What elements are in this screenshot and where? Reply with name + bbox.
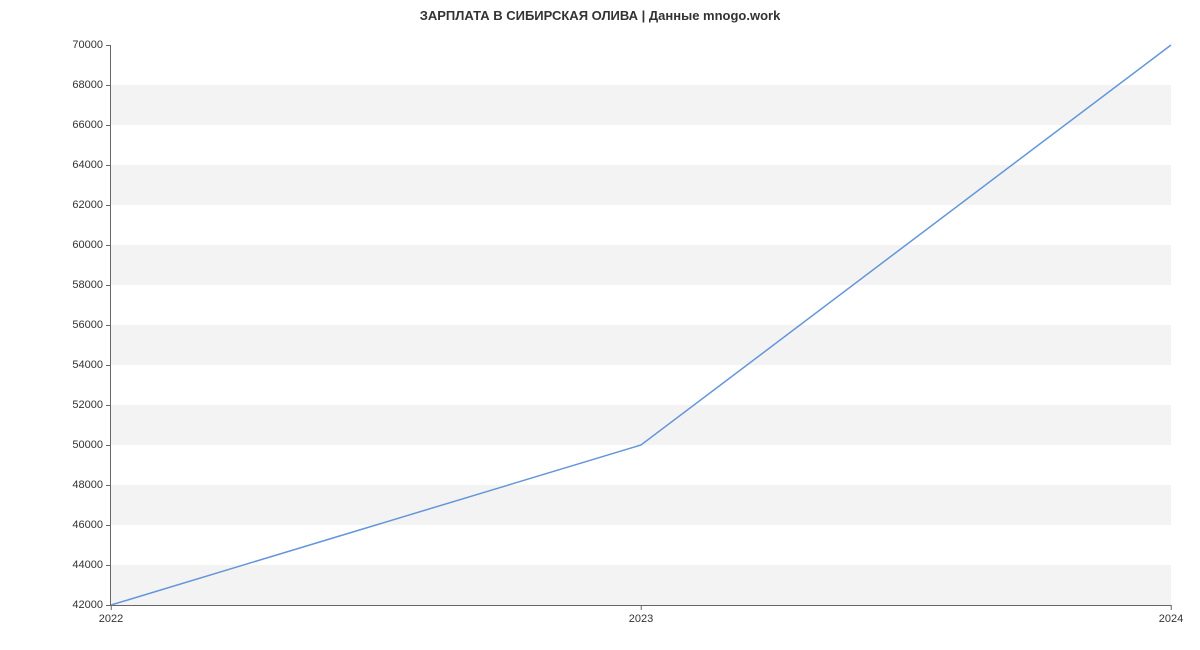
y-tick-label: 64000: [72, 159, 111, 171]
y-tick-label: 58000: [72, 279, 111, 291]
y-tick-label: 48000: [72, 479, 111, 491]
y-tick-label: 54000: [72, 359, 111, 371]
y-tick-label: 68000: [72, 79, 111, 91]
x-tick-label: 2023: [629, 605, 653, 625]
y-tick-label: 56000: [72, 319, 111, 331]
x-tick-label: 2024: [1159, 605, 1183, 625]
y-tick-label: 50000: [72, 439, 111, 451]
y-tick-label: 44000: [72, 559, 111, 571]
salary-line-chart: ЗАРПЛАТА В СИБИРСКАЯ ОЛИВА | Данные mnog…: [0, 0, 1200, 650]
y-tick-label: 66000: [72, 119, 111, 131]
y-tick-label: 52000: [72, 399, 111, 411]
y-tick-label: 70000: [72, 39, 111, 51]
y-tick-label: 60000: [72, 239, 111, 251]
x-tick-label: 2022: [99, 605, 123, 625]
chart-title: ЗАРПЛАТА В СИБИРСКАЯ ОЛИВА | Данные mnog…: [0, 8, 1200, 23]
y-tick-label: 62000: [72, 199, 111, 211]
salary-line: [111, 45, 1171, 605]
line-series: [111, 45, 1171, 605]
y-tick-label: 46000: [72, 519, 111, 531]
plot-area: 4200044000460004800050000520005400056000…: [110, 45, 1171, 606]
